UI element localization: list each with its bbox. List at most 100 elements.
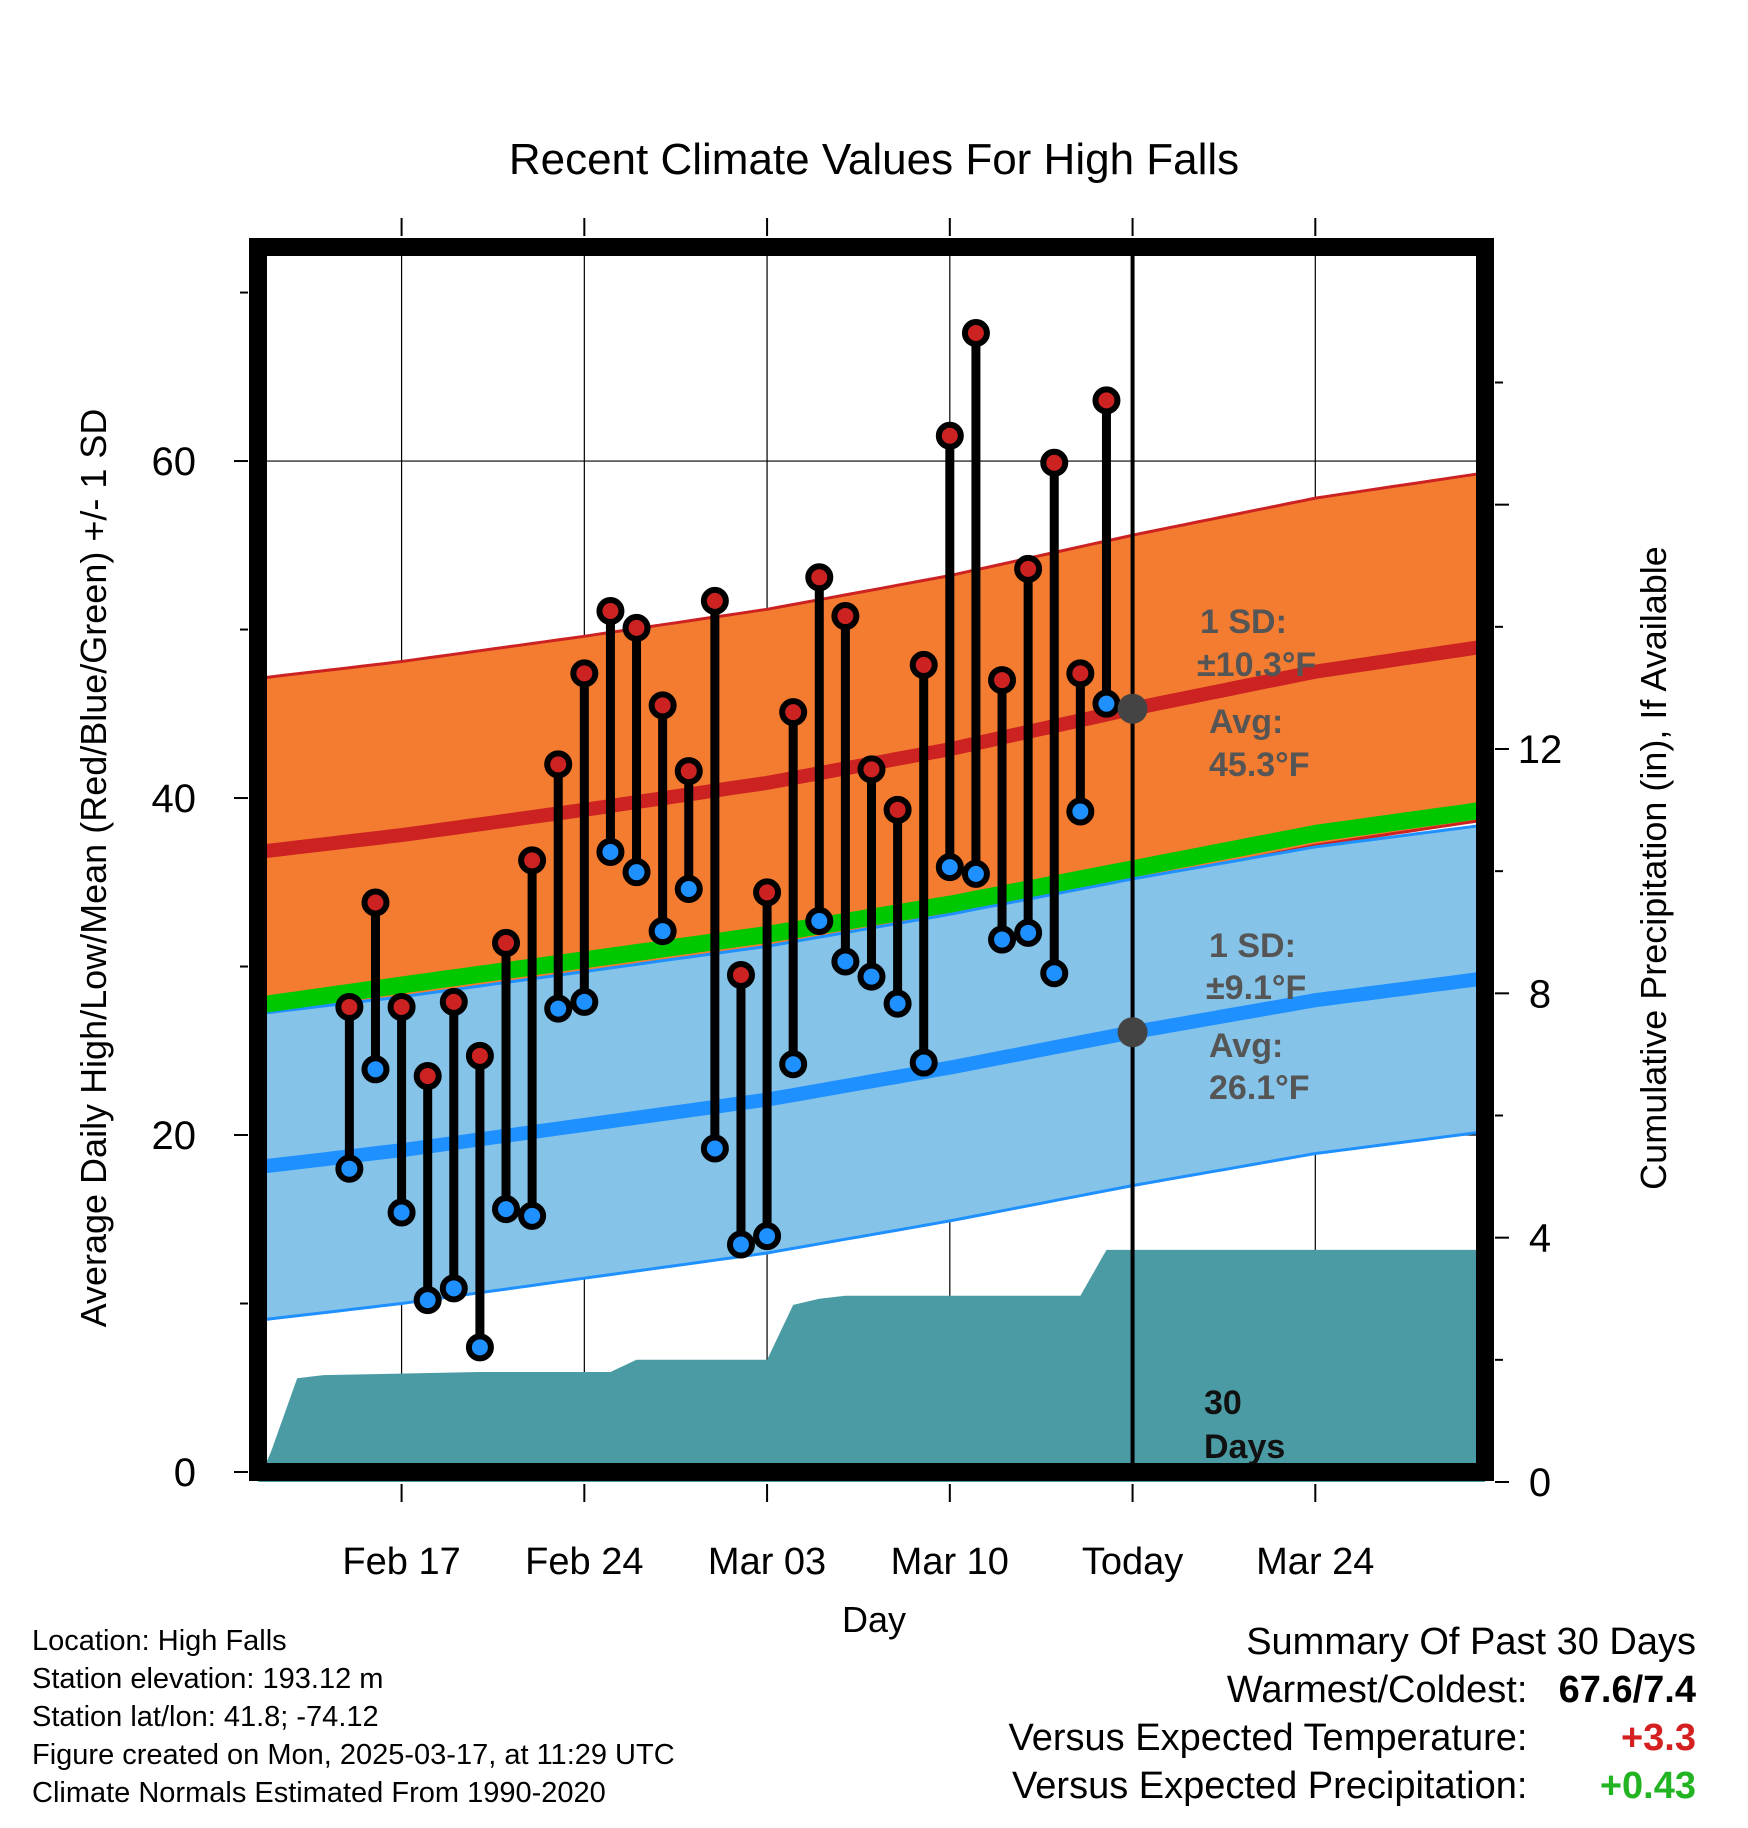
y2-tick-label: 0: [1529, 1461, 1551, 1505]
x-axis: Feb 17 Feb 24 Mar 03 Mar 10 Today Mar 24: [342, 218, 1374, 1583]
high-band-upper-edge: [257, 471, 1486, 680]
daily-high-point: [1066, 659, 1095, 688]
daily-low-point: [544, 994, 573, 1023]
y-tick-label: 60: [152, 440, 197, 484]
low-normal-line: [257, 971, 1486, 1174]
y-tick-label: 40: [152, 777, 197, 821]
y-tick-label: 20: [152, 1114, 197, 1158]
daily-low-point: [596, 837, 625, 866]
daily-high-point: [570, 659, 599, 688]
daily-low-point: [700, 1134, 729, 1163]
daily-high-point: [700, 586, 729, 615]
created-text: Figure created on Mon, 2025-03-17, at 11…: [32, 1739, 675, 1771]
window-annotation: 30 Days: [1204, 1384, 1285, 1466]
low-annotation: 1 SD: ±9.1°F Avg: 26.1°F: [1206, 927, 1310, 1107]
daily-high-point: [753, 878, 782, 907]
location-text: Location: High Falls: [32, 1625, 287, 1657]
daily-high-point: [492, 928, 521, 957]
daily-low-point: [1092, 689, 1121, 718]
y2-axis-label: Cumulative Precipitation (in), If Availa…: [1633, 546, 1674, 1190]
daily-low-point: [674, 875, 703, 904]
x-axis-label: Day: [842, 1599, 906, 1640]
daily-high-point: [831, 602, 860, 631]
daily-high-point: [805, 563, 834, 592]
high-avg-value: 45.3°F: [1209, 746, 1310, 784]
plot-border: [249, 238, 1494, 1481]
daily-observations: [335, 318, 1121, 1362]
daily-high-point: [1040, 448, 1069, 477]
window-days-number: 30: [1204, 1384, 1242, 1422]
low-avg-value: 26.1°F: [1209, 1069, 1310, 1107]
daily-low-point: [831, 947, 860, 976]
daily-high-point: [779, 698, 808, 727]
daily-high-point: [518, 846, 547, 875]
x-tick-label: Today: [1082, 1541, 1183, 1583]
today-marker: [1117, 247, 1148, 1472]
high-sd-value: ±10.3°F: [1197, 646, 1316, 684]
window-days-word: Days: [1204, 1428, 1285, 1466]
warm-cold-value: 67.6/7.4: [1558, 1669, 1696, 1711]
high-sd-label: 1 SD:: [1200, 603, 1287, 641]
high-avg-today-dot: [1117, 693, 1148, 724]
daily-low-point: [726, 1230, 755, 1259]
latlon-text: Station lat/lon: 41.8; -74.12: [32, 1701, 379, 1733]
daily-low-point: [883, 989, 912, 1018]
high-avg-label: Avg:: [1209, 703, 1283, 741]
chart-title: Recent Climate Values For High Falls: [509, 135, 1239, 184]
daily-high-point: [622, 613, 651, 642]
y-tick-label: 0: [174, 1451, 196, 1495]
daily-high-point: [387, 992, 416, 1021]
daily-high-point: [544, 750, 573, 779]
y-axis-label: Average Daily High/Low/Mean (Red/Blue/Gr…: [73, 409, 114, 1328]
daily-high-point: [596, 597, 625, 625]
precip-anomaly-value: +0.43: [1599, 1765, 1696, 1807]
high-annotation: 1 SD: ±10.3°F Avg: 45.3°F: [1197, 603, 1316, 784]
precip-anomaly-label: Versus Expected Precipitation:: [1012, 1765, 1528, 1807]
daily-high-point: [439, 987, 468, 1016]
daily-low-point: [492, 1195, 521, 1224]
daily-high-point: [857, 755, 886, 784]
x-tick-label: Feb 17: [342, 1541, 460, 1583]
summary-temp: Versus Expected Temperature: +3.3: [1009, 1714, 1696, 1762]
daily-high-point: [361, 888, 390, 917]
daily-high-point: [648, 691, 677, 720]
daily-low-point: [439, 1274, 468, 1303]
daily-high-point: [1092, 386, 1121, 415]
y-axis-right: 0 4 8 12: [1495, 381, 1563, 1505]
daily-low-point: [753, 1222, 782, 1251]
low-sd-band: [258, 825, 1485, 1321]
daily-low-point: [961, 859, 990, 888]
summary-title: Summary Of Past 30 Days: [1246, 1621, 1696, 1663]
x-tick-label: Mar 03: [708, 1541, 826, 1583]
x-tick-label: Mar 10: [891, 1541, 1009, 1583]
precip-area: [258, 1249, 1485, 1482]
low-avg-today-dot: [1117, 1017, 1148, 1048]
daily-low-point: [387, 1198, 416, 1227]
daily-low-point: [465, 1333, 494, 1362]
daily-high-point: [335, 992, 364, 1021]
y2-tick-label: 12: [1518, 728, 1563, 772]
daily-high-point: [988, 666, 1017, 695]
daily-low-point: [570, 987, 599, 1016]
daily-high-point: [674, 757, 703, 786]
daily-low-point: [518, 1201, 547, 1230]
precipitation-area: [258, 1249, 1485, 1482]
low-sd-value: ±9.1°F: [1206, 969, 1306, 1007]
daily-low-point: [335, 1154, 364, 1183]
daily-low-point: [648, 917, 677, 946]
daily-high-point: [465, 1041, 494, 1070]
normals-text: Climate Normals Estimated From 1990-2020: [32, 1777, 606, 1809]
daily-high-point: [413, 1062, 442, 1091]
daily-high-point: [726, 960, 755, 989]
daily-low-point: [779, 1050, 808, 1079]
daily-high-point: [961, 318, 990, 347]
y2-tick-label: 8: [1529, 972, 1551, 1016]
daily-low-point: [988, 925, 1017, 954]
temp-anomaly-value: +3.3: [1620, 1717, 1696, 1759]
daily-high-point: [935, 421, 964, 450]
high-sd-band: [258, 472, 1485, 1026]
daily-low-point: [1014, 918, 1043, 947]
summary-warm-cold: Warmest/Coldest: 67.6/7.4: [1009, 1666, 1696, 1714]
daily-low-point: [805, 907, 834, 936]
